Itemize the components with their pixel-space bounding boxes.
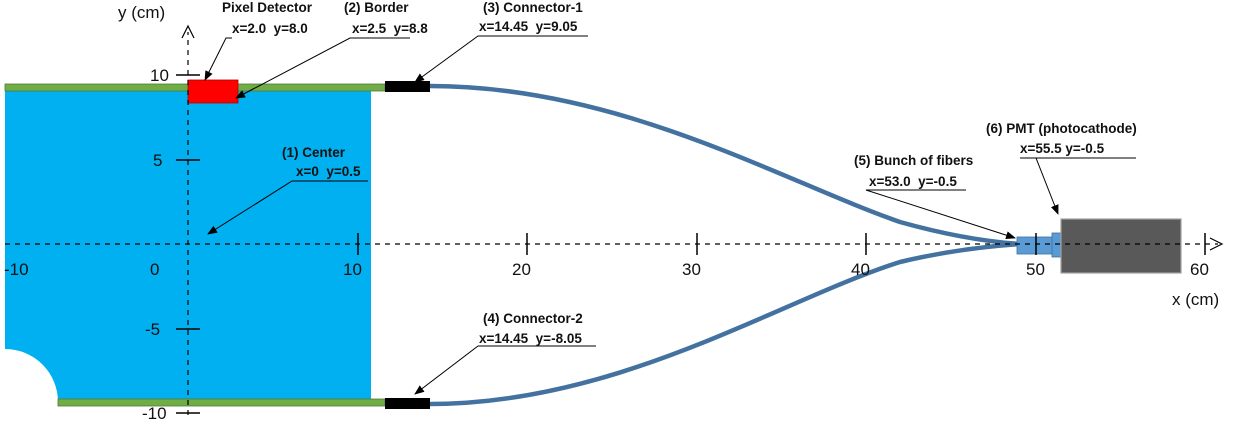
y-axis-arrow-icon [181,24,195,39]
border-coords: x=2.5 y=8.8 [352,21,428,36]
connector1-title: (3) Connector-1 [483,0,583,15]
x-tick-label: -10 [4,260,29,279]
x-tick-label: 20 [512,260,531,279]
pmt-leader [1020,157,1136,215]
x-tick-labels: -10 0 10 20 30 40 50 60 [4,260,1209,279]
fibers-leader [865,189,1016,240]
fiber-upper [429,83,1021,247]
pmt-coords: x=55.5 y=-0.5 [1020,141,1105,156]
connector1-leader [414,35,588,83]
pmt-body [1060,218,1182,274]
y-tick-label: -5 [145,320,160,339]
x-tick-label: 40 [851,260,870,279]
y-tick-labels: 10 5 -5 -10 [142,66,169,423]
y-tick-label: -10 [142,404,167,423]
connector2-leader [414,345,596,395]
connector-1 [385,81,430,92]
x-axis-arrow-icon [1209,237,1224,251]
border-title: (2) Border [344,0,409,15]
x-tick-label: 0 [150,260,159,279]
border-leader [235,37,410,99]
pixel-detector [187,79,239,104]
connector2-coords: x=14.45 y=-8.05 [479,331,582,346]
center-leader [207,180,368,235]
x-axis-title: x (cm) [1172,290,1219,309]
scintillator-plate [5,90,371,402]
connector2-title: (4) Connector-2 [483,311,583,326]
connector1-coords: x=14.45 y=9.05 [479,19,578,34]
connector-2 [385,398,430,409]
fibers-title: (5) Bunch of fibers [854,153,973,168]
y-tick-label: 5 [153,151,162,170]
fiber-lower [429,241,1021,407]
center-coords: x=0 y=0.5 [296,164,361,179]
x-tick-label: 60 [1190,260,1209,279]
x-tick-label: 30 [682,260,701,279]
pixel-detector-title: Pixel Detector [222,0,313,15]
fibers-coords: x=53.0 y=-0.5 [869,174,957,189]
leader-lines [204,35,1136,395]
pixel-detector-coords: x=2.0 y=8.0 [232,21,308,36]
y-tick-label: 10 [150,66,169,85]
center-title: (1) Center [282,145,346,160]
pmt-title: (6) PMT (photocathode) [986,121,1137,136]
x-tick-label: 50 [1026,260,1045,279]
x-ticks [357,233,1206,255]
pixel-detector-leader [204,37,232,81]
x-tick-label: 10 [343,260,362,279]
pmt-window [1051,232,1062,258]
y-axis-title: y (cm) [118,3,165,22]
bottom-border-strip [57,398,386,407]
y-ticks [176,74,200,414]
